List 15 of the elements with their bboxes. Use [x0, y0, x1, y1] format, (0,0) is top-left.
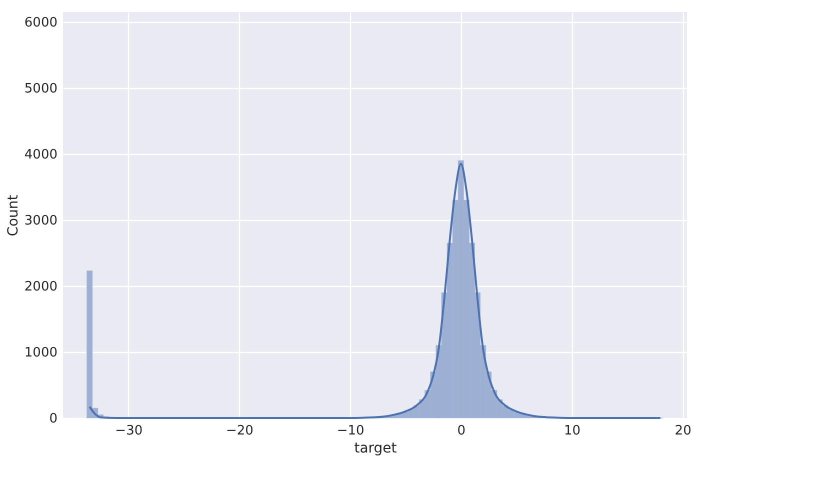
y-tick-label: 1000 [24, 345, 58, 360]
x-tick-label: 20 [674, 424, 692, 438]
y-tick-label: 4000 [24, 147, 58, 162]
x-tick-label: 10 [564, 424, 581, 438]
x-axis-title: target [354, 440, 398, 456]
y-tick-label: 5000 [24, 81, 58, 96]
y-tick-label: 6000 [24, 15, 58, 30]
x-tick-label: −20 [226, 424, 254, 438]
y-tick-label: 2000 [24, 279, 58, 294]
x-tick-label: −30 [115, 424, 143, 438]
y-axis-title: Count [5, 194, 22, 236]
y-tick-label: 0 [49, 412, 58, 426]
y-tick-label: 3000 [24, 213, 58, 228]
x-tick-label: 0 [457, 424, 466, 438]
x-tick-label: −10 [336, 424, 364, 438]
